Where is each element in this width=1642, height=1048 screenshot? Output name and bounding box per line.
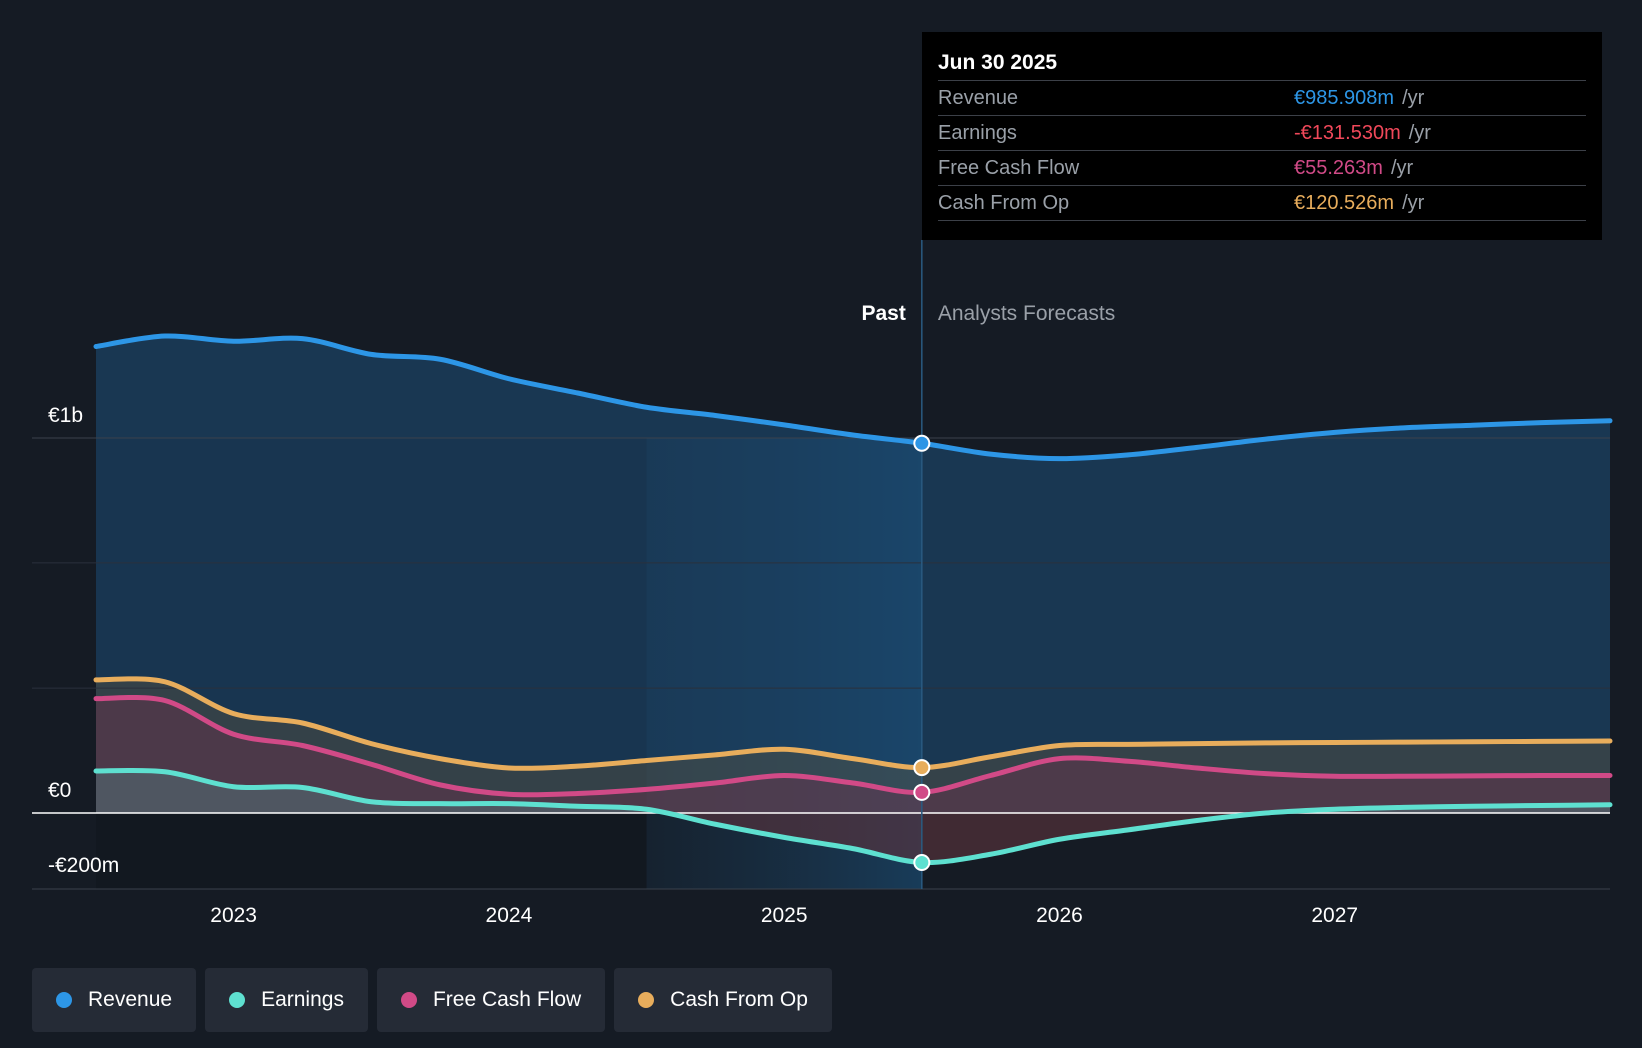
legend-label: Cash From Op xyxy=(670,988,808,1011)
cfo-line xyxy=(93,676,1613,771)
cfo-marker xyxy=(913,759,931,777)
tooltip-label: Free Cash Flow xyxy=(938,157,1080,179)
tooltip-row-revenue: Revenue €985.908m /yr xyxy=(938,80,1586,115)
fcf-line xyxy=(93,694,1613,798)
x-tick-label: 2027 xyxy=(1311,904,1358,927)
tooltip-unit: /yr xyxy=(1408,122,1431,144)
tooltip-row-fcf: Free Cash Flow €55.263m /yr xyxy=(938,150,1586,185)
tooltip-label: Revenue xyxy=(938,87,1019,109)
fcf-marker xyxy=(913,783,931,801)
tooltip-label: Cash From Op xyxy=(938,192,1070,214)
legend-label: Earnings xyxy=(261,988,344,1011)
free-cash-flow-dot-icon xyxy=(400,992,417,1008)
legend-item-cash-from-op[interactable]: Cash From Op xyxy=(614,968,832,1032)
forecast-label: Analysts Forecasts xyxy=(938,302,1115,325)
legend-item-free-cash-flow[interactable]: Free Cash Flow xyxy=(376,968,606,1032)
tooltip-unit: /yr xyxy=(1402,192,1425,214)
revenue-area xyxy=(96,335,1610,813)
x-tick-label: 2025 xyxy=(761,904,808,927)
earnings-line xyxy=(93,767,1613,866)
tooltip-unit: /yr xyxy=(1402,87,1425,109)
tooltip: Jun 30 2025 Revenue €985.908m /yr Earnin… xyxy=(922,32,1602,240)
x-tick-label: 2023 xyxy=(210,904,257,927)
earnings-negative-area xyxy=(96,813,1610,863)
tooltip-date: Jun 30 2025 xyxy=(938,51,1058,74)
tooltip-row-earnings: Earnings -€131.530m /yr xyxy=(938,115,1586,150)
tooltip-label: Earnings xyxy=(938,122,1017,144)
earnings-dot-icon xyxy=(229,992,246,1008)
legend: Revenue Earnings Free Cash Flow Cash Fro… xyxy=(32,968,832,1032)
y-tick-label: -€200m xyxy=(48,854,119,877)
y-tick-label: €0 xyxy=(48,779,71,802)
tooltip-value: €985.908m xyxy=(1294,87,1395,109)
y-tick-label: €1b xyxy=(48,404,83,427)
revenue-dot-icon xyxy=(56,992,72,1008)
past-label: Past xyxy=(861,302,905,325)
legend-label: Free Cash Flow xyxy=(432,988,582,1011)
cfo-area xyxy=(96,678,1610,813)
tooltip-value: -€131.530m xyxy=(1294,122,1401,144)
tooltip-unit: /yr xyxy=(1390,157,1414,179)
revenue-marker xyxy=(913,434,931,452)
tooltip-value: €55.263m xyxy=(1294,157,1383,179)
legend-label: Revenue xyxy=(88,988,173,1011)
legend-item-revenue[interactable]: Revenue xyxy=(32,968,197,1032)
revenue-line xyxy=(93,333,1613,462)
tooltip-value: €120.526m xyxy=(1294,192,1395,214)
x-tick-label: 2024 xyxy=(486,904,533,927)
legend-item-earnings[interactable]: Earnings xyxy=(205,968,368,1032)
earnings-marker xyxy=(913,854,931,871)
fcf-area xyxy=(96,697,1610,813)
tooltip-row-cfo: Cash From Op €120.526m /yr xyxy=(938,185,1586,221)
x-tick-label: 2026 xyxy=(1036,904,1083,927)
cash-from-op-dot-icon xyxy=(638,992,655,1008)
